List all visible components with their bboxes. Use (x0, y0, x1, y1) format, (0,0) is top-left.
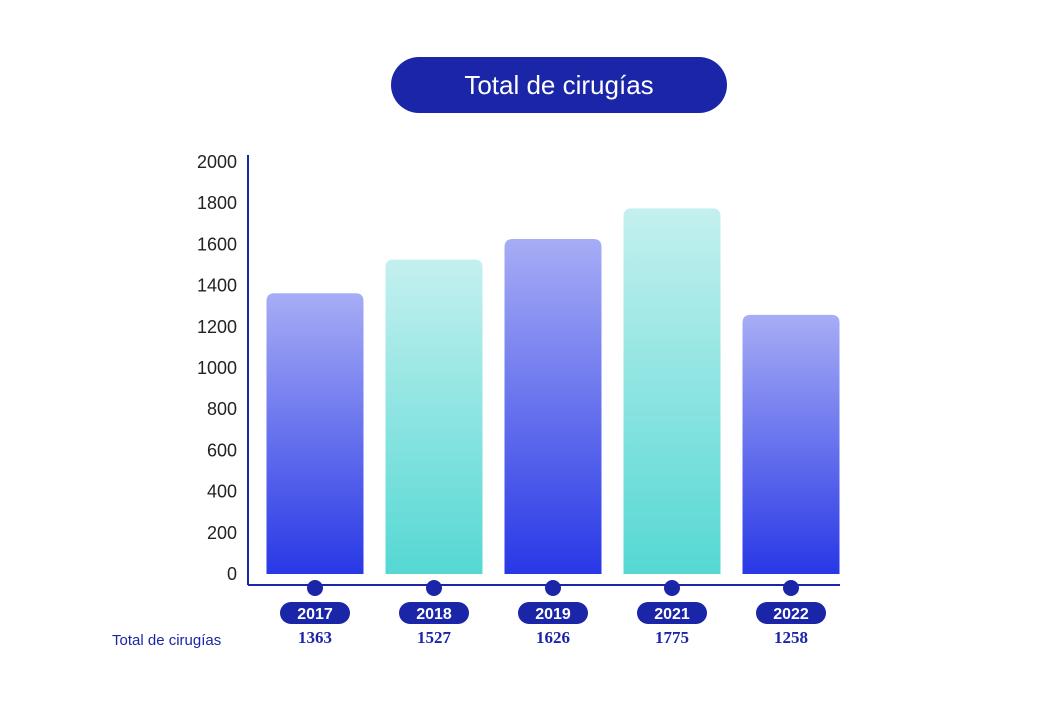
year-pill (399, 602, 469, 624)
x-tick-label: 2022 (773, 606, 809, 623)
x-tick-label: 2017 (297, 606, 333, 623)
y-tick-label: 1400 (197, 276, 237, 296)
value-label: 1775 (655, 628, 689, 647)
bar-2021 (623, 208, 721, 574)
x-tick-label: 2021 (654, 606, 690, 623)
year-pill (280, 602, 350, 624)
year-pill (756, 602, 826, 624)
axis-marker-dot (783, 580, 799, 596)
axis-marker-dot (545, 580, 561, 596)
axis-marker-dot (426, 580, 442, 596)
y-tick-label: 1200 (197, 317, 237, 337)
y-axis-ticks: 0 200 400 600 800 1000 1200 1400 1600 1800 2000 (197, 152, 237, 584)
bar-2019 (504, 239, 602, 574)
row-label: Total de cirugías (112, 632, 222, 649)
y-tick-label: 600 (207, 440, 237, 460)
y-tick-label: 800 (207, 399, 237, 419)
y-tick-label: 200 (207, 523, 237, 543)
year-pill (637, 602, 707, 624)
y-tick-label: 1000 (197, 358, 237, 378)
year-pill (518, 602, 588, 624)
value-label: 1527 (417, 628, 452, 647)
x-axis-categories: 2017 1363 2018 1527 2019 1626 2021 1775 2022 1258 (280, 580, 826, 647)
x-tick-label: 2019 (535, 606, 571, 623)
bar-2018 (385, 259, 483, 574)
axis-marker-dot (307, 580, 323, 596)
y-tick-label: 1600 (197, 234, 237, 254)
axis-marker-dot (664, 580, 680, 596)
y-tick-label: 1800 (197, 193, 237, 213)
bars (266, 208, 840, 574)
value-label: 1626 (536, 628, 570, 647)
y-tick-label: 0 (227, 564, 237, 584)
bar-2022 (742, 314, 840, 574)
value-label: 1258 (774, 628, 808, 647)
bar-2017 (266, 293, 364, 574)
x-tick-label: 2018 (416, 606, 452, 623)
y-tick-label: 400 (207, 482, 237, 502)
y-tick-label: 2000 (197, 152, 237, 172)
chart-title: Total de cirugías (391, 57, 727, 113)
value-label: 1363 (298, 628, 332, 647)
